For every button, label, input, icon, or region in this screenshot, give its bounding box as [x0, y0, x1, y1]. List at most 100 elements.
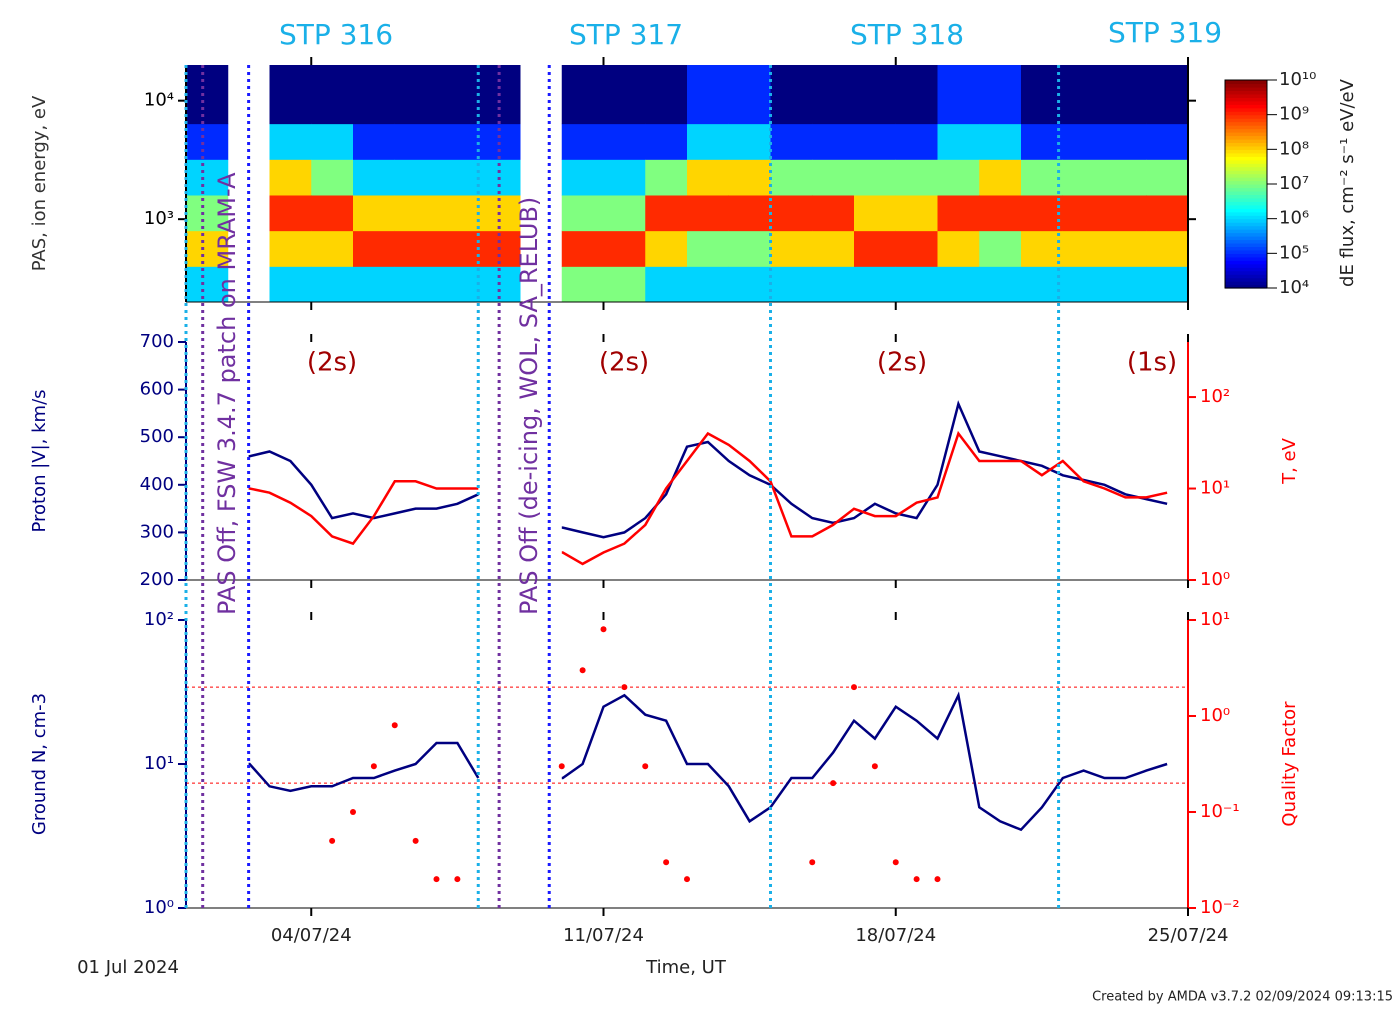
point — [454, 876, 461, 883]
heat-cell — [728, 159, 771, 196]
heat-cell — [269, 65, 312, 125]
heat-cell — [770, 65, 813, 125]
heat-cell — [269, 230, 312, 267]
heat-cell — [854, 230, 897, 267]
heat-cell — [1021, 159, 1064, 196]
heat-cell — [186, 230, 229, 267]
y-tick-label: 400 — [140, 474, 174, 495]
colorbar-step — [1225, 218, 1267, 223]
heat-cell — [1104, 194, 1147, 232]
colorbar-step — [1225, 128, 1267, 133]
colorbar-step — [1225, 249, 1267, 254]
colorbar-step — [1225, 83, 1267, 88]
colorbar-step — [1225, 80, 1267, 85]
heat-cell — [812, 194, 855, 232]
heat-cell — [269, 266, 312, 303]
heat-cell — [186, 159, 229, 196]
interval-label: STP 318 — [850, 18, 964, 51]
heat-cell — [645, 65, 688, 125]
heat-cell — [353, 65, 396, 125]
colorbar-step — [1225, 121, 1267, 126]
colorbar-step — [1225, 274, 1267, 279]
heat-cell — [895, 123, 938, 160]
colorbar-tick-label: 10⁶ — [1279, 208, 1309, 229]
heat-cell — [561, 65, 604, 125]
point — [412, 837, 419, 844]
heat-cell — [1104, 230, 1147, 267]
colorbar-step — [1225, 239, 1267, 244]
heat-cell — [1104, 123, 1147, 160]
footer: Created by AMDA v3.7.2 02/09/2024 09:13:… — [1092, 990, 1393, 1005]
heat-cell — [186, 123, 229, 160]
y-tick-label: 700 — [140, 331, 174, 352]
heat-cell — [687, 266, 730, 303]
colorbar-step — [1225, 256, 1267, 261]
heat-cell — [895, 266, 938, 303]
heat-cell — [1021, 230, 1064, 267]
heat-cell — [1146, 159, 1189, 196]
point — [558, 763, 565, 770]
colorbar-tick-label: 10⁵ — [1279, 242, 1309, 263]
heat-cell — [561, 230, 604, 267]
colorbar-step — [1225, 211, 1267, 216]
heat-cell — [1146, 230, 1189, 267]
heat-cell — [854, 266, 897, 303]
y-axis-label: Proton |V|, km/s — [29, 389, 50, 532]
x-tick-label: 11/07/24 — [563, 925, 644, 946]
heat-cell — [687, 65, 730, 125]
rate-label: (2s) — [877, 348, 927, 378]
point — [329, 837, 336, 844]
colorbar-step — [1225, 204, 1267, 209]
heat-cell — [353, 123, 396, 160]
heat-cell — [687, 230, 730, 267]
colorbar-step — [1225, 149, 1267, 154]
heat-cell — [728, 65, 771, 125]
colorbar-step — [1225, 277, 1267, 282]
heat-cell — [1146, 123, 1189, 160]
colorbar-step — [1225, 236, 1267, 241]
series-line — [186, 400, 1168, 539]
colorbar-step — [1225, 97, 1267, 102]
y-axis-label: Quality Factor — [1279, 701, 1300, 827]
heat-cell — [561, 266, 604, 303]
point — [642, 763, 649, 770]
colorbar-tick-label: 10⁸ — [1279, 138, 1309, 159]
y-tick-label: 10⁻¹ — [1200, 801, 1240, 822]
heat-cell — [937, 230, 980, 267]
heat-cell — [1146, 266, 1189, 303]
heat-cell — [603, 123, 646, 160]
heat-cell — [979, 194, 1022, 232]
heat-cell — [895, 230, 938, 267]
point — [370, 763, 377, 770]
heat-cell — [770, 123, 813, 160]
y-axis-label: T, eV — [1279, 437, 1300, 485]
point — [579, 667, 586, 674]
heat-cell — [1021, 266, 1064, 303]
heat-cell — [979, 230, 1022, 267]
y-tick-label: 600 — [140, 379, 174, 400]
colorbar-step — [1225, 253, 1267, 258]
interval-label: STP 319 — [1108, 16, 1222, 49]
colorbar-step — [1225, 156, 1267, 161]
y-tick-label: 10⁰ — [144, 897, 174, 918]
heat-cell — [979, 266, 1022, 303]
heat-cell — [311, 194, 354, 232]
colorbar-step — [1225, 93, 1267, 98]
point — [809, 859, 816, 866]
y-tick-label: 10¹ — [1200, 478, 1230, 499]
heat-cell — [353, 266, 396, 303]
y-tick-label: 10⁴ — [144, 90, 174, 111]
heat-cell — [436, 123, 479, 160]
y-tick-label: 500 — [140, 426, 174, 447]
heat-cell — [770, 230, 813, 267]
colorbar-step — [1225, 201, 1267, 206]
heat-cell — [394, 194, 437, 232]
colorbar-step — [1225, 242, 1267, 247]
colorbar-step — [1225, 260, 1267, 265]
heat-cell — [687, 123, 730, 160]
colorbar-step — [1225, 90, 1267, 95]
heat-cell — [1062, 230, 1105, 267]
heat-cell — [895, 194, 938, 232]
heat-cell — [561, 123, 604, 160]
